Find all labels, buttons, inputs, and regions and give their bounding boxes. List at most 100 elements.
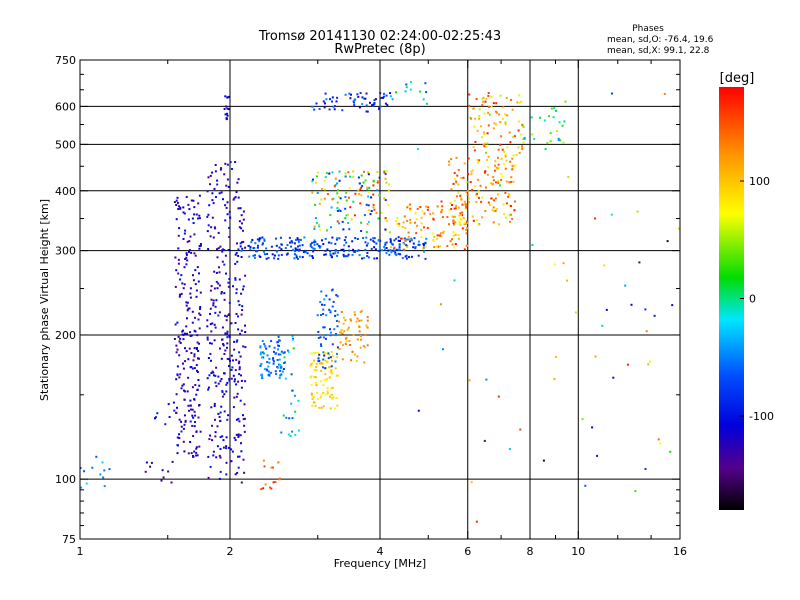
data-point: [295, 256, 298, 259]
data-point: [321, 239, 323, 242]
data-point: [458, 214, 461, 217]
data-point: [296, 237, 299, 240]
data-point: [226, 96, 229, 99]
data-point: [209, 323, 212, 326]
data-point: [312, 247, 315, 250]
data-point: [226, 201, 229, 204]
data-point: [372, 203, 375, 206]
data-point: [220, 191, 223, 194]
data-point: [397, 236, 400, 239]
data-point: [278, 363, 280, 366]
data-point: [225, 461, 228, 464]
data-point: [194, 254, 197, 257]
data-point: [102, 476, 105, 479]
data-point: [324, 373, 327, 376]
data-point: [193, 425, 196, 428]
x-tick-label: 6: [464, 545, 471, 558]
data-point: [373, 208, 376, 211]
data-point: [358, 192, 361, 195]
chart-subtitle: RwPretec (8p): [334, 42, 425, 57]
data-point: [362, 237, 365, 239]
data-point: [175, 218, 178, 221]
data-point: [495, 102, 498, 105]
data-point: [485, 378, 488, 381]
data-point: [454, 199, 456, 202]
data-point: [217, 247, 220, 250]
data-point: [234, 322, 237, 324]
data-point: [206, 319, 209, 322]
data-point: [394, 251, 397, 254]
data-point: [356, 317, 359, 320]
colorbar-tick-label: 0: [749, 293, 756, 306]
data-point: [493, 122, 496, 125]
data-point: [520, 100, 523, 103]
data-point: [480, 200, 483, 203]
data-point: [347, 196, 350, 199]
data-point: [275, 244, 278, 247]
data-point: [508, 204, 511, 207]
data-point: [290, 373, 293, 376]
data-point: [348, 340, 351, 342]
data-point: [370, 210, 373, 212]
data-point: [220, 357, 223, 360]
data-point: [216, 248, 218, 251]
data-point: [289, 434, 292, 437]
data-point: [282, 414, 285, 417]
data-point: [322, 366, 324, 369]
data-point: [226, 114, 229, 117]
data-point: [177, 234, 180, 237]
x-axis-label: Frequency [MHz]: [334, 557, 426, 570]
data-point: [293, 242, 296, 245]
data-point: [286, 349, 289, 352]
data-point: [162, 476, 165, 479]
data-point: [483, 142, 486, 145]
data-point: [220, 291, 223, 293]
data-point: [274, 370, 277, 373]
data-point: [211, 192, 214, 195]
data-point: [184, 390, 186, 393]
data-point: [194, 269, 197, 272]
data-point: [280, 431, 283, 434]
data-point: [406, 219, 409, 222]
data-point: [351, 253, 354, 256]
data-point: [244, 246, 247, 249]
data-point: [243, 430, 246, 433]
data-point: [594, 355, 597, 358]
data-point: [360, 186, 363, 189]
data-point: [154, 416, 157, 419]
data-point: [209, 235, 212, 238]
data-point: [657, 438, 660, 441]
data-point: [189, 399, 192, 402]
data-point: [218, 192, 221, 195]
data-point: [472, 146, 475, 148]
data-point: [156, 412, 159, 415]
data-point: [398, 246, 401, 249]
data-point: [266, 354, 269, 357]
data-point: [310, 352, 313, 355]
data-point: [268, 361, 271, 364]
data-point: [282, 352, 285, 355]
data-point: [193, 252, 196, 255]
data-point: [108, 468, 111, 471]
data-point: [603, 264, 606, 267]
data-point: [322, 336, 325, 339]
data-point: [240, 313, 243, 316]
data-point: [218, 311, 221, 314]
data-point: [226, 213, 229, 216]
data-point: [188, 250, 190, 253]
data-point: [458, 220, 461, 223]
data-point: [331, 288, 334, 291]
data-point: [310, 246, 313, 249]
data-point: [323, 326, 326, 329]
data-point: [484, 170, 487, 173]
data-point: [242, 240, 245, 243]
data-point: [262, 487, 265, 490]
data-point: [371, 104, 374, 107]
data-point: [188, 347, 191, 350]
data-point: [80, 486, 83, 489]
data-point: [233, 436, 236, 439]
x-tick-label: 16: [673, 545, 687, 558]
data-point: [339, 197, 342, 200]
data-point: [403, 237, 406, 240]
data-point: [208, 438, 211, 441]
